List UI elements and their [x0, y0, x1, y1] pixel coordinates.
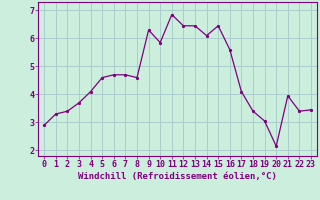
X-axis label: Windchill (Refroidissement éolien,°C): Windchill (Refroidissement éolien,°C) — [78, 172, 277, 181]
